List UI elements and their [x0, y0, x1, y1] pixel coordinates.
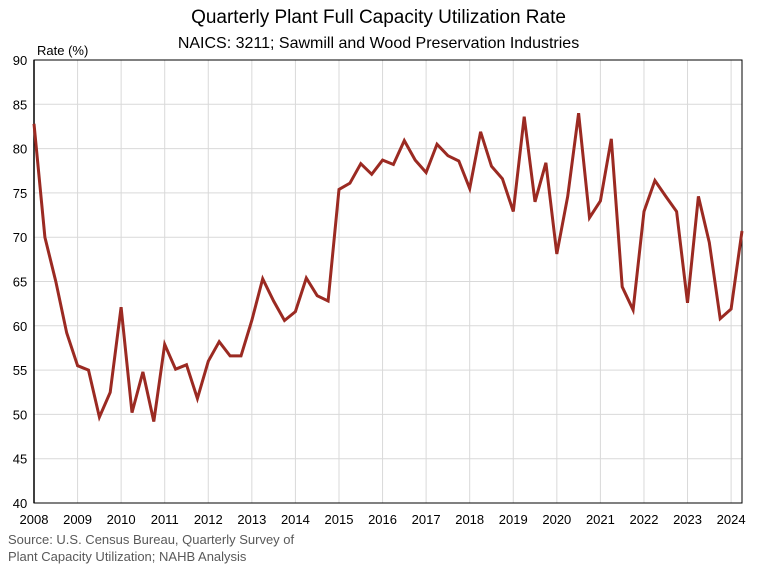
x-tick-label: 2011	[151, 512, 179, 527]
x-tick-label: 2022	[630, 512, 659, 527]
x-tick-label: 2016	[368, 512, 397, 527]
x-tick-label: 2021	[586, 512, 615, 527]
chart-subtitle: NAICS: 3211; Sawmill and Wood Preservati…	[177, 35, 580, 52]
x-tick-label: 2018	[455, 512, 484, 527]
x-tick-label: 2014	[281, 512, 310, 527]
x-tick-label: 2019	[499, 512, 528, 527]
source-line-1: Source: U.S. Census Bureau, Quarterly Su…	[8, 532, 295, 547]
y-tick-label: 60	[13, 319, 27, 334]
x-tick-label: 2015	[325, 512, 354, 527]
y-tick-label: 85	[13, 97, 27, 112]
y-tick-label: 50	[13, 407, 27, 422]
y-tick-label: 65	[13, 275, 27, 290]
x-tick-label: 2010	[107, 512, 136, 527]
x-tick-label: 2013	[237, 512, 266, 527]
y-tick-label: 90	[13, 53, 27, 68]
y-tick-label: 40	[13, 496, 27, 511]
y-tick-label: 80	[13, 142, 27, 157]
x-tick-label: 2020	[542, 512, 571, 527]
x-tick-label: 2009	[63, 512, 92, 527]
y-tick-label: 70	[13, 230, 27, 245]
y-tick-label: 45	[13, 452, 27, 467]
series-line	[32, 113, 744, 422]
chart-title: Quarterly Plant Full Capacity Utilizatio…	[191, 7, 566, 28]
y-tick-label: 75	[13, 186, 27, 201]
x-tick-label: 2017	[412, 512, 441, 527]
y-axis-label: Rate (%)	[37, 43, 88, 58]
source-line-2: Plant Capacity Utilization; NAHB Analysi…	[8, 549, 247, 564]
y-tick-label: 55	[13, 363, 27, 378]
x-tick-label: 2024	[717, 512, 746, 527]
x-tick-label: 2023	[673, 512, 702, 527]
x-tick-label: 2008	[20, 512, 49, 527]
x-tick-label: 2012	[194, 512, 223, 527]
